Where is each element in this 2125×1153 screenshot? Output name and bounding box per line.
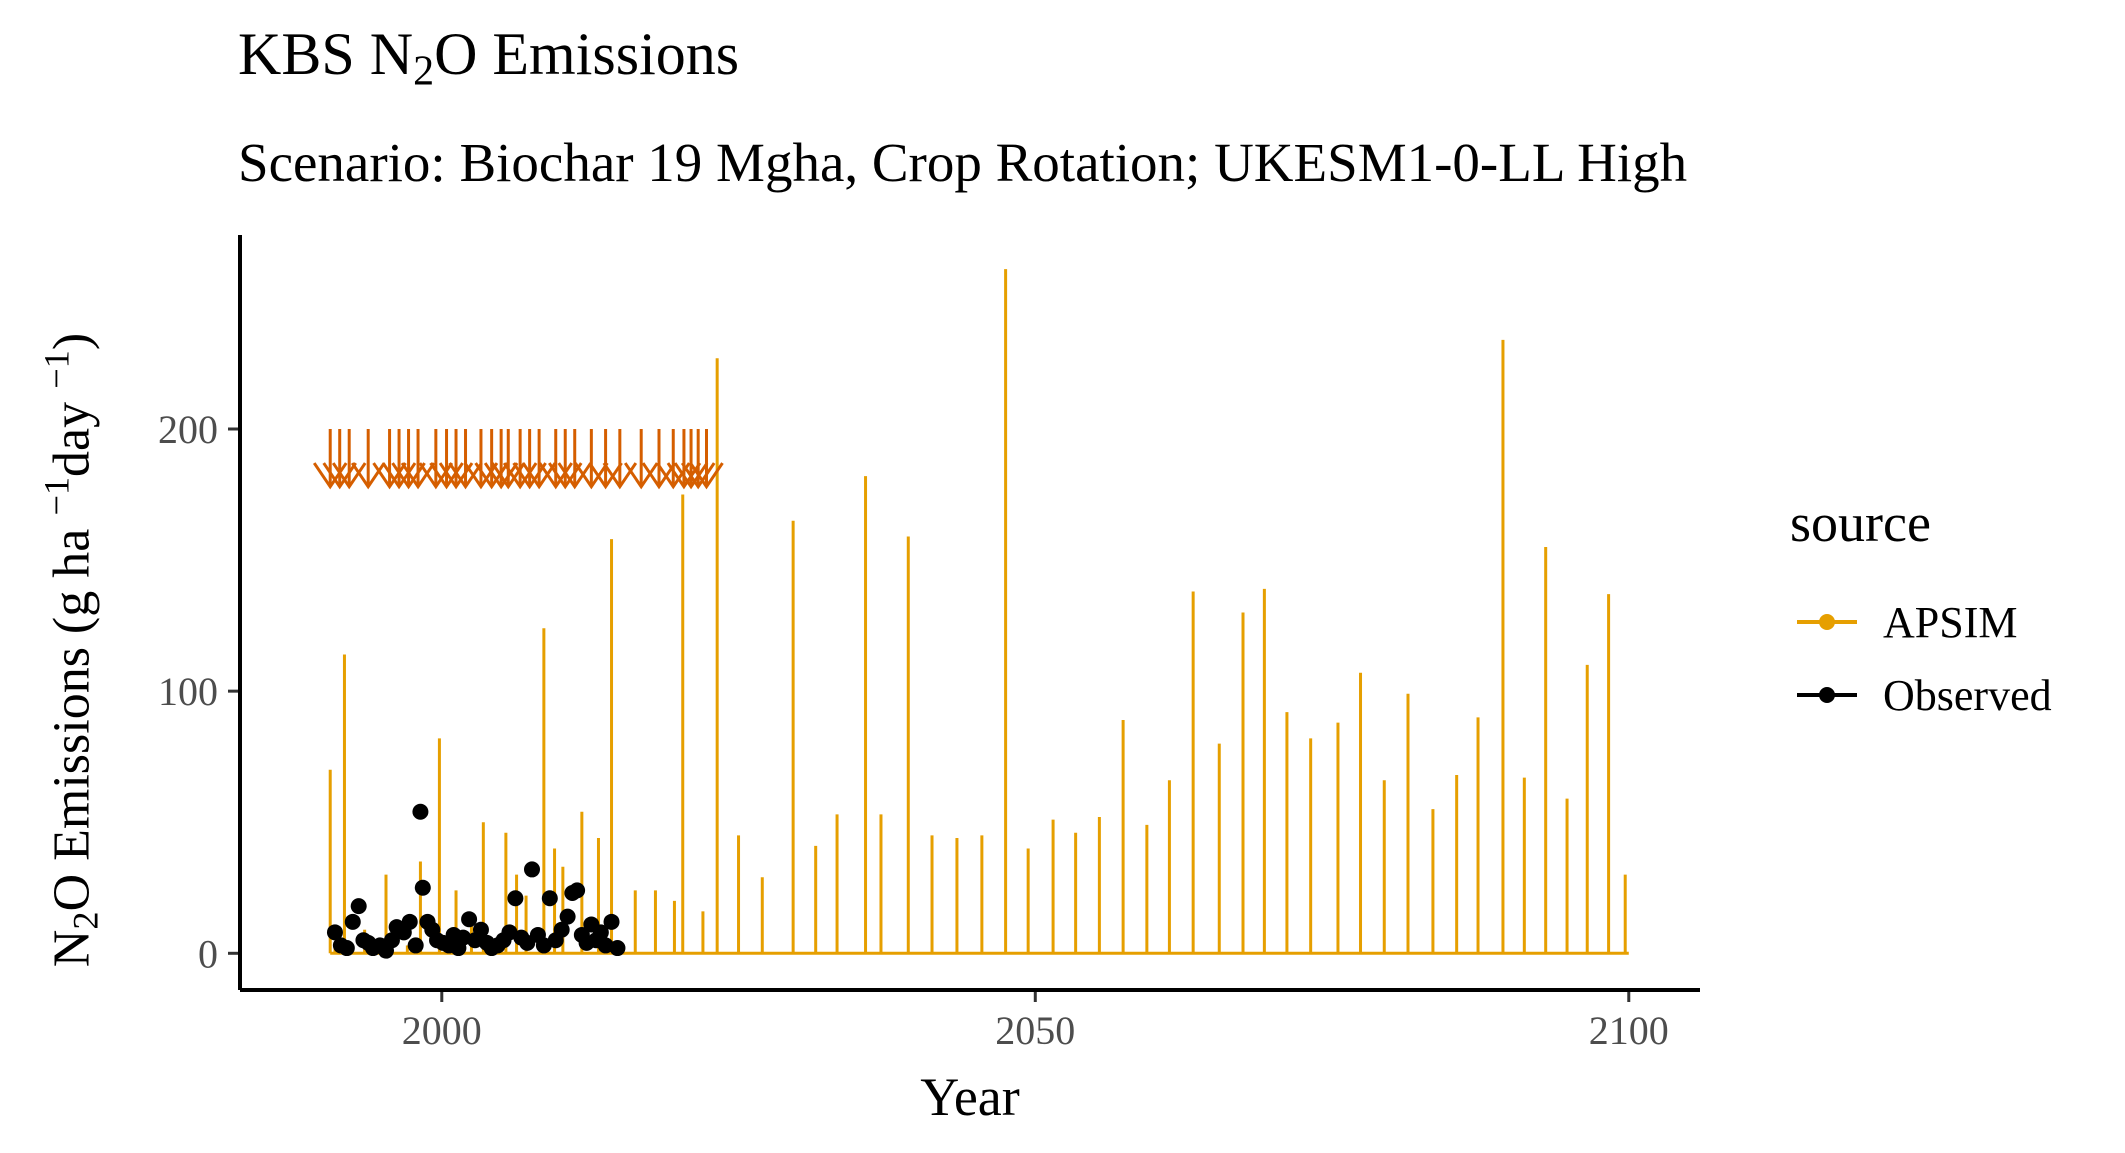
legend-title: source bbox=[1790, 493, 1931, 553]
legend-label-observed: Observed bbox=[1883, 670, 2052, 720]
x-axis-label: Year bbox=[920, 1067, 1020, 1127]
observed-point bbox=[401, 913, 418, 930]
x-tick-label: 2050 bbox=[995, 1008, 1075, 1053]
apsim-series bbox=[328, 269, 1629, 955]
y-tick-label: 100 bbox=[158, 669, 218, 714]
observed-point bbox=[559, 908, 576, 925]
legend-key-observed bbox=[1797, 687, 1857, 703]
observed-point bbox=[461, 911, 478, 928]
observed-point bbox=[553, 921, 570, 938]
legend-label-apsim: APSIM bbox=[1883, 597, 2018, 647]
observed-point bbox=[350, 898, 367, 915]
observed-point bbox=[383, 932, 400, 949]
chart-title: KBS N2O Emissions bbox=[238, 21, 740, 95]
y-tick-label: 200 bbox=[158, 407, 218, 452]
observed-point bbox=[541, 890, 558, 907]
observed-point bbox=[507, 890, 524, 907]
observed-point bbox=[344, 913, 361, 930]
x-tick-label: 2000 bbox=[402, 1008, 482, 1053]
observed-point bbox=[592, 924, 609, 941]
observed-point bbox=[472, 921, 489, 938]
legend-item-apsim: APSIM bbox=[1795, 592, 2018, 652]
observed-point bbox=[326, 924, 343, 941]
fertilizer-markers bbox=[312, 428, 724, 490]
chart-subtitle: Scenario: Biochar 19 Mgha, Crop Rotation… bbox=[238, 132, 1688, 193]
observed-point bbox=[414, 879, 431, 896]
observed-point bbox=[569, 882, 586, 899]
observed-point bbox=[412, 803, 429, 820]
observed-series bbox=[326, 803, 626, 959]
observed-point bbox=[603, 913, 620, 930]
observed-point bbox=[609, 940, 626, 957]
observed-point bbox=[338, 940, 355, 957]
x-tick-label: 2100 bbox=[1589, 1008, 1669, 1053]
y-tick-label: 0 bbox=[198, 931, 218, 976]
observed-point bbox=[407, 937, 424, 954]
legend-key-apsim bbox=[1797, 614, 1857, 630]
observed-point bbox=[524, 861, 540, 878]
legend-item-observed: Observed bbox=[1795, 665, 2052, 725]
